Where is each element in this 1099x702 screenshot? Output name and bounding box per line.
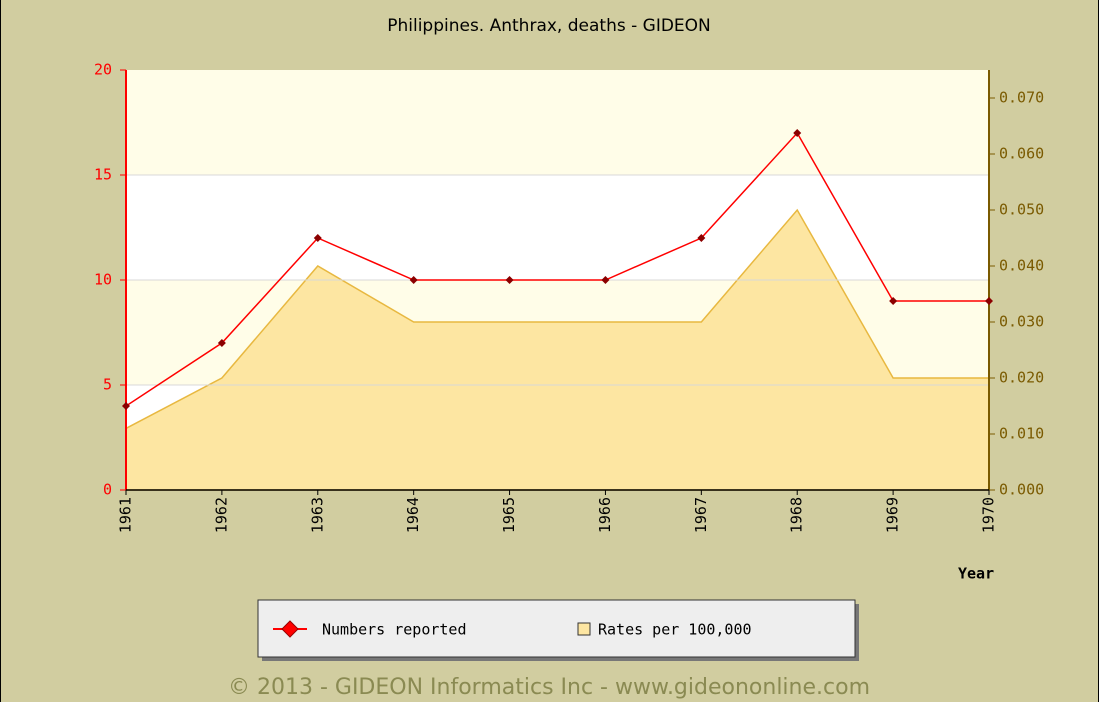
legend-swatch — [577, 622, 591, 636]
y-tick-label: 20 — [94, 61, 112, 79]
point — [601, 276, 610, 284]
point — [985, 297, 993, 305]
legend — [257, 599, 856, 658]
footer: © 2013 - GIDEON Informatics Inc - www.gi… — [228, 675, 870, 700]
y-tick-label: 5 — [103, 376, 112, 394]
x-tick-label: 1961 — [117, 497, 135, 533]
y2-tick-label: 0.070 — [999, 89, 1044, 107]
y2-tick-label: 0.010 — [999, 425, 1044, 443]
plot: 0 5 10 15 20 0.000 0.010 0.020 0.030 0.040 0.050 0.… — [94, 61, 1044, 534]
x-tick-label: 1965 — [500, 497, 518, 533]
point — [697, 234, 706, 242]
y2-tick-label: 0.030 — [999, 313, 1044, 331]
point — [409, 276, 418, 284]
point — [313, 234, 322, 242]
x-tick-label: 1966 — [596, 497, 614, 533]
y-tick-label: 0 — [103, 481, 112, 499]
legend-label: Numbers reported — [322, 621, 467, 639]
x-tick-label: 1968 — [788, 497, 806, 533]
legend-label: Rates per 100,000 — [598, 621, 752, 639]
x-tick-label: 1969 — [884, 497, 902, 533]
x-tick-label: 1964 — [404, 497, 422, 533]
y2-tick-label: 0.060 — [999, 145, 1044, 163]
plot-band — [126, 175, 989, 280]
point — [889, 297, 898, 305]
chart-title: Philippines. Anthrax, deaths - GIDEON — [387, 16, 711, 36]
y2-tick-label: 0.040 — [999, 257, 1044, 275]
point — [793, 129, 802, 137]
y2-tick-label: 0.050 — [999, 201, 1044, 219]
x-tick-label: 1962 — [212, 497, 230, 533]
point — [122, 402, 130, 410]
x-axis-label: Year — [958, 565, 994, 583]
plot-band — [126, 70, 989, 175]
y-tick-label: 15 — [94, 166, 112, 184]
y2-tick-label: 0.000 — [999, 481, 1044, 499]
point — [505, 276, 514, 284]
x-tick-label: 1963 — [308, 497, 326, 533]
point — [217, 339, 226, 347]
x-tick-label: 1970 — [980, 497, 998, 533]
legend-marker — [281, 620, 299, 638]
x-tick-label: 1967 — [692, 497, 710, 533]
line — [125, 131, 989, 407]
y-tick-label: 10 — [94, 271, 112, 289]
y2-tick-label: 0.020 — [999, 369, 1044, 387]
